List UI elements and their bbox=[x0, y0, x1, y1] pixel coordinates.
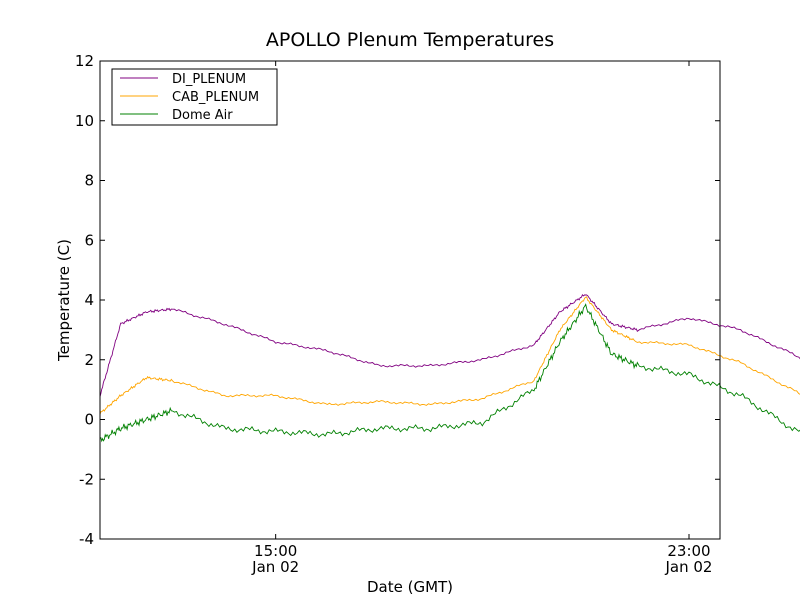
legend-label-3: Dome Air bbox=[172, 108, 233, 123]
series-line-2 bbox=[99, 296, 800, 415]
x-tick-date-label: Jan 02 bbox=[665, 558, 713, 576]
chart-title: APOLLO Plenum Temperatures bbox=[266, 29, 554, 51]
series-line-1 bbox=[99, 293, 800, 397]
y-tick-label: -2 bbox=[79, 470, 94, 488]
legend-label-2: CAB_PLENUM bbox=[172, 90, 259, 105]
y-tick-label: 12 bbox=[75, 52, 94, 70]
y-tick-label: -4 bbox=[79, 530, 94, 548]
y-tick-label: 2 bbox=[84, 351, 94, 369]
series-layer bbox=[99, 293, 800, 443]
plot-frame bbox=[99, 60, 721, 540]
y-tick-label: 10 bbox=[75, 112, 94, 130]
legend: DI_PLENUM CAB_PLENUM Dome Air bbox=[111, 68, 278, 126]
x-tick-time-label: 15:00 bbox=[254, 542, 297, 560]
y-tick-label: 6 bbox=[84, 231, 94, 249]
x-axis-label: Date (GMT) bbox=[367, 578, 453, 596]
series-line-3 bbox=[99, 303, 800, 443]
y-axis-label: Temperature (C) bbox=[55, 239, 73, 362]
y-tick-label: 8 bbox=[84, 172, 94, 190]
legend-label-1: DI_PLENUM bbox=[172, 72, 246, 87]
x-tick-time-label: 23:00 bbox=[667, 542, 710, 560]
y-tick-label: 0 bbox=[84, 411, 94, 429]
x-tick-date-label: Jan 02 bbox=[251, 558, 299, 576]
y-tick-label: 4 bbox=[84, 291, 94, 309]
